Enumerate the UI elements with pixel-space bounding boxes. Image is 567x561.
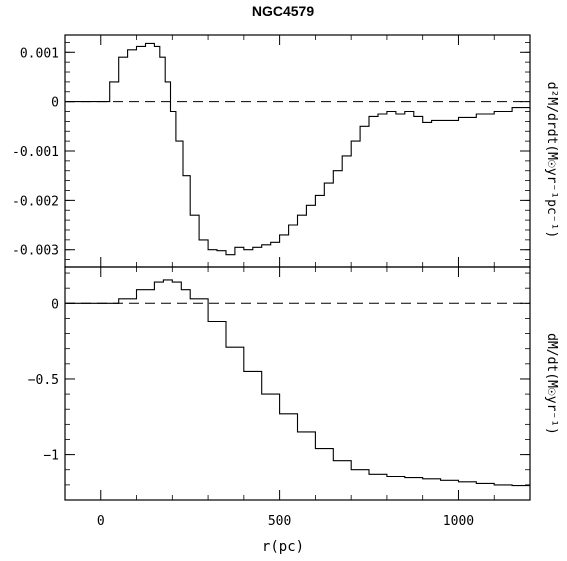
y-tick-label-1-2: −1 [43, 449, 59, 464]
plot-frame-0 [65, 35, 530, 267]
x-tick-label-1: 500 [268, 514, 291, 529]
plot-frame-1 [65, 267, 530, 500]
x-axis-label: r(pc) [262, 539, 304, 555]
y-tick-label-0-2: -0.001 [12, 145, 59, 160]
data-series-1-0 [67, 280, 530, 486]
y-axis-label-bottom: dM/dt(M☉yr⁻¹) [544, 333, 559, 435]
data-series-0-0 [67, 43, 530, 254]
y-tick-label-0-3: -0.002 [12, 194, 59, 209]
x-tick-label-2: 1000 [443, 514, 474, 529]
x-tick-label-0: 0 [97, 514, 105, 529]
y-tick-label-1-0: 0 [51, 297, 59, 312]
y-tick-label-0-4: -0.003 [12, 244, 59, 259]
y-tick-label-1-1: −0.5 [28, 373, 59, 388]
y-tick-label-0-1: 0 [51, 96, 59, 111]
y-tick-label-0-0: 0.001 [20, 46, 59, 61]
y-axis-label-top: d²M/drdt(M☉yr⁻¹pc⁻¹) [544, 82, 559, 239]
chart-title: NGC4579 [252, 3, 314, 19]
